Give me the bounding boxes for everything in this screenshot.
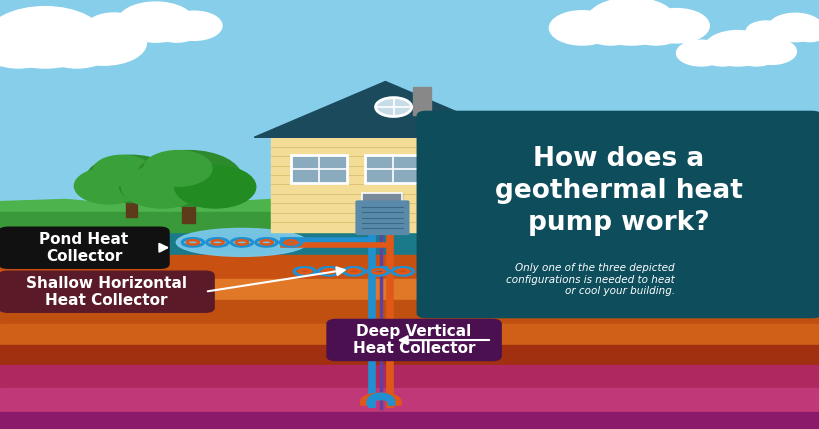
Bar <box>270 137 500 232</box>
FancyBboxPatch shape <box>0 227 170 269</box>
Ellipse shape <box>176 228 307 256</box>
Circle shape <box>735 45 776 66</box>
Circle shape <box>93 155 151 185</box>
Circle shape <box>375 98 411 116</box>
Circle shape <box>676 40 725 66</box>
Circle shape <box>166 11 222 40</box>
Circle shape <box>75 168 143 204</box>
Circle shape <box>793 24 819 42</box>
Circle shape <box>643 9 708 43</box>
Text: Only one of the three depicted
configurations is needed to heat
or cool your bui: Only one of the three depicted configura… <box>505 263 674 296</box>
Circle shape <box>174 166 256 208</box>
Circle shape <box>745 21 785 42</box>
Bar <box>362 193 401 232</box>
Text: Deep Vertical
Heat Collector: Deep Vertical Heat Collector <box>352 324 475 356</box>
Bar <box>0 255 819 279</box>
FancyBboxPatch shape <box>326 319 501 361</box>
Circle shape <box>746 39 795 64</box>
FancyBboxPatch shape <box>355 200 409 235</box>
Circle shape <box>0 31 53 68</box>
Circle shape <box>802 20 819 40</box>
Circle shape <box>583 17 637 45</box>
Circle shape <box>117 2 194 42</box>
Circle shape <box>586 0 676 45</box>
Circle shape <box>0 23 24 68</box>
Circle shape <box>153 18 200 42</box>
Bar <box>291 155 346 183</box>
Bar <box>182 198 195 223</box>
Polygon shape <box>0 212 377 232</box>
Bar <box>0 345 819 365</box>
Circle shape <box>120 168 188 204</box>
Bar <box>125 196 137 217</box>
Circle shape <box>766 24 799 42</box>
Polygon shape <box>413 87 431 115</box>
Bar <box>0 365 819 388</box>
Circle shape <box>767 13 819 42</box>
Text: Shallow Horizontal
Heat Collector: Shallow Horizontal Heat Collector <box>26 275 187 308</box>
Text: Pond Heat
Collector: Pond Heat Collector <box>39 232 129 264</box>
Circle shape <box>86 13 142 42</box>
Bar <box>0 300 819 324</box>
FancyBboxPatch shape <box>0 271 215 313</box>
Polygon shape <box>254 82 516 137</box>
Circle shape <box>42 31 112 68</box>
Circle shape <box>701 45 742 66</box>
Polygon shape <box>442 206 819 232</box>
Circle shape <box>549 11 614 45</box>
Bar <box>0 412 819 429</box>
Bar <box>364 155 420 183</box>
Circle shape <box>61 21 147 65</box>
Circle shape <box>86 155 176 202</box>
Bar <box>0 279 819 300</box>
Bar <box>362 193 401 232</box>
Circle shape <box>0 6 103 68</box>
Circle shape <box>121 166 202 208</box>
Circle shape <box>628 17 682 45</box>
Polygon shape <box>568 193 578 230</box>
Text: How does a
geothermal heat
pump work?: How does a geothermal heat pump work? <box>495 146 742 236</box>
Circle shape <box>143 151 212 186</box>
Circle shape <box>704 30 771 66</box>
Polygon shape <box>0 198 377 232</box>
FancyBboxPatch shape <box>416 111 819 318</box>
Bar <box>0 388 819 412</box>
Circle shape <box>115 18 161 42</box>
Bar <box>291 155 346 183</box>
Polygon shape <box>442 219 819 232</box>
Circle shape <box>135 151 242 206</box>
Bar <box>0 324 819 345</box>
Bar <box>0 232 819 255</box>
Bar <box>364 155 420 183</box>
